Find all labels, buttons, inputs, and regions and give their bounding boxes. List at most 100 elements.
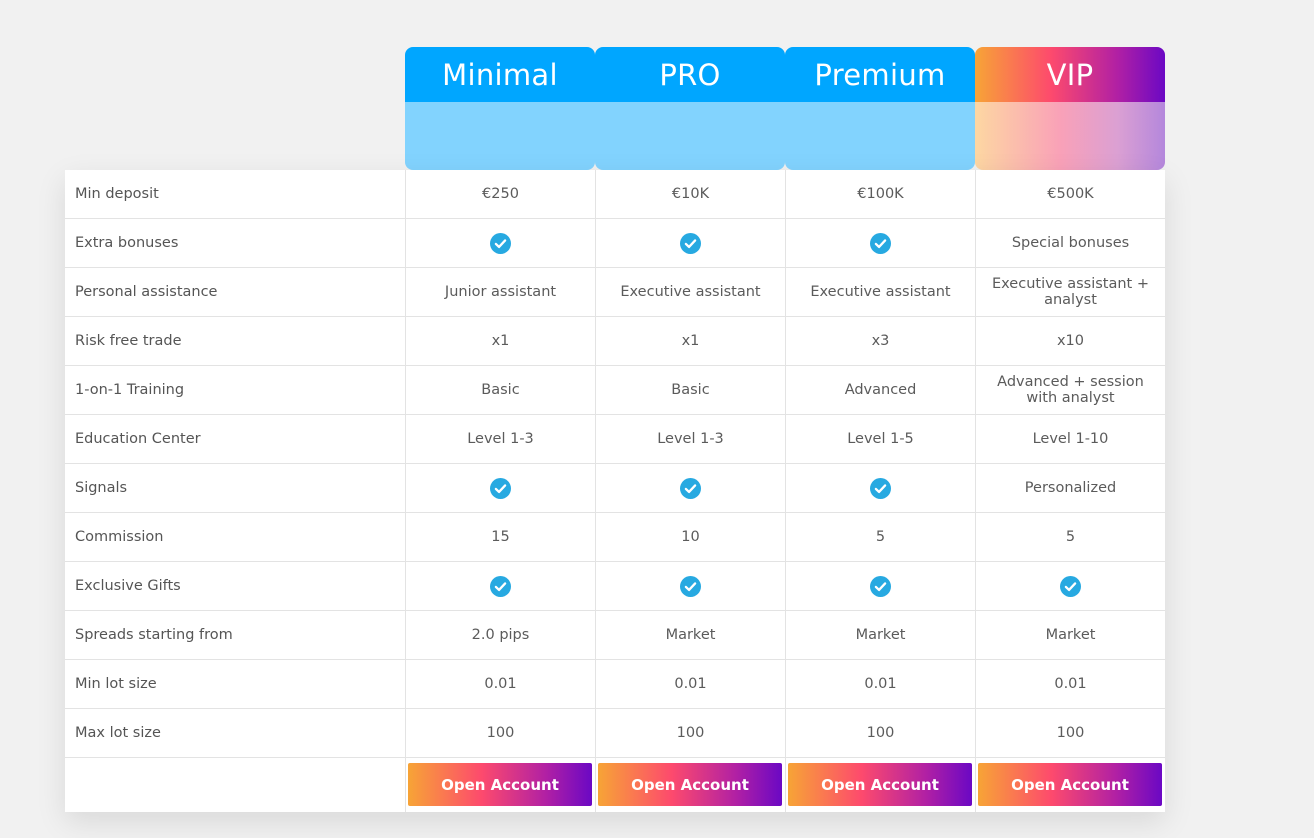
- check-circle-icon: [680, 575, 701, 597]
- value-cell: 5: [975, 513, 1165, 561]
- value-cell: Junior assistant: [405, 268, 595, 316]
- value-cell: 5: [785, 513, 975, 561]
- value-cell: 2.0 pips: [405, 611, 595, 659]
- value-cell: x1: [595, 317, 785, 365]
- table-row: Max lot size 100 100 100 100: [65, 709, 1165, 758]
- value-cell: 100: [595, 709, 785, 757]
- table-row: Min deposit €250 €10K €100K €500K: [65, 170, 1165, 219]
- table-row: Education Center Level 1-3 Level 1-3 Level …: [65, 415, 1165, 464]
- row-label: Commission: [75, 529, 164, 545]
- value-cell: €10K: [595, 170, 785, 218]
- value-cell: 0.01: [595, 660, 785, 708]
- check-circle-icon: [870, 232, 891, 254]
- value-cell: €250: [405, 170, 595, 218]
- value-cell: €500K: [975, 170, 1165, 218]
- value-cell: 0.01: [975, 660, 1165, 708]
- value-cell: Executive assistant: [595, 268, 785, 316]
- value-cell: Basic: [595, 366, 785, 414]
- table-row: Extra bonuses Special bonuses: [65, 219, 1165, 268]
- plan-header-vip: VIP: [975, 47, 1165, 170]
- row-label: 1-on-1 Training: [75, 382, 185, 398]
- value-cell: x3: [785, 317, 975, 365]
- value-cell: 100: [405, 709, 595, 757]
- row-label: Min deposit: [75, 186, 159, 202]
- check-cell: [595, 464, 785, 512]
- check-cell: [785, 562, 975, 610]
- value-cell: Level 1-5: [785, 415, 975, 463]
- value-cell: 100: [975, 709, 1165, 757]
- check-circle-icon: [870, 477, 891, 499]
- plan-name: Premium: [785, 47, 975, 102]
- check-cell: [595, 562, 785, 610]
- check-cell: [405, 562, 595, 610]
- open-account-button-vip[interactable]: Open Account: [978, 763, 1162, 806]
- value-cell: Level 1-10: [975, 415, 1165, 463]
- row-label: Personal assistance: [75, 284, 218, 300]
- table-row: Signals Personalized: [65, 464, 1165, 513]
- plan-header-band: [595, 102, 785, 170]
- table-row: 1-on-1 Training Basic Basic Advanced Advance…: [65, 366, 1165, 415]
- check-circle-icon: [680, 232, 701, 254]
- check-cell: [405, 464, 595, 512]
- check-cell: [785, 464, 975, 512]
- plan-header-band: [785, 102, 975, 170]
- row-label: Education Center: [75, 431, 201, 447]
- check-circle-icon: [490, 575, 511, 597]
- button-cell: Open Account: [405, 758, 595, 812]
- button-cell: Open Account: [785, 758, 975, 812]
- row-label: Exclusive Gifts: [75, 578, 181, 594]
- open-account-button-minimal[interactable]: Open Account: [408, 763, 592, 806]
- value-cell: 10: [595, 513, 785, 561]
- value-cell: 0.01: [785, 660, 975, 708]
- value-cell: €100K: [785, 170, 975, 218]
- open-account-row: Open Account Open Account Open Account O…: [65, 758, 1165, 812]
- table-row: Exclusive Gifts: [65, 562, 1165, 611]
- table-row: Commission 15 10 5 5: [65, 513, 1165, 562]
- plan-name: Minimal: [405, 47, 595, 102]
- value-cell: x10: [975, 317, 1165, 365]
- check-cell: [785, 219, 975, 267]
- value-cell: Executive assistant: [785, 268, 975, 316]
- button-cell: Open Account: [975, 758, 1165, 812]
- plan-header-band: [405, 102, 595, 170]
- check-circle-icon: [1060, 575, 1081, 597]
- value-cell: Level 1-3: [595, 415, 785, 463]
- value-cell: Market: [785, 611, 975, 659]
- open-account-button-pro[interactable]: Open Account: [598, 763, 782, 806]
- table-row: Min lot size 0.01 0.01 0.01 0.01: [65, 660, 1165, 709]
- plan-header-band: [975, 102, 1165, 170]
- plan-header-premium: Premium: [785, 47, 975, 170]
- table-row: Spreads starting from 2.0 pips Market Marke…: [65, 611, 1165, 660]
- check-circle-icon: [490, 477, 511, 499]
- plan-header-pro: PRO: [595, 47, 785, 170]
- open-account-button-premium[interactable]: Open Account: [788, 763, 972, 806]
- check-cell: [405, 219, 595, 267]
- value-cell: Special bonuses: [975, 219, 1165, 267]
- value-cell: Advanced + session with analyst: [975, 366, 1165, 414]
- check-circle-icon: [680, 477, 701, 499]
- plan-name: PRO: [595, 47, 785, 102]
- row-label: Min lot size: [75, 676, 157, 692]
- row-label: Max lot size: [75, 725, 161, 741]
- table-row: Personal assistance Junior assistant Execu…: [65, 268, 1165, 317]
- check-cell: [975, 562, 1165, 610]
- value-cell: 15: [405, 513, 595, 561]
- row-label: Extra bonuses: [75, 235, 179, 251]
- value-cell: 0.01: [405, 660, 595, 708]
- comparison-table: Min deposit €250 €10K €100K €500K Extra bonus…: [65, 170, 1165, 812]
- value-cell: Basic: [405, 366, 595, 414]
- value-cell: Personalized: [975, 464, 1165, 512]
- plan-name: VIP: [975, 47, 1165, 102]
- value-cell: Market: [975, 611, 1165, 659]
- row-label: Risk free trade: [75, 333, 182, 349]
- check-cell: [595, 219, 785, 267]
- button-cell: Open Account: [595, 758, 785, 812]
- check-circle-icon: [490, 232, 511, 254]
- value-cell: 100: [785, 709, 975, 757]
- value-cell: Market: [595, 611, 785, 659]
- row-label: Spreads starting from: [75, 627, 233, 643]
- row-label: Signals: [75, 480, 128, 496]
- value-cell: x1: [405, 317, 595, 365]
- table-row: Risk free trade x1 x1 x3 x10: [65, 317, 1165, 366]
- plan-header-minimal: Minimal: [405, 47, 595, 170]
